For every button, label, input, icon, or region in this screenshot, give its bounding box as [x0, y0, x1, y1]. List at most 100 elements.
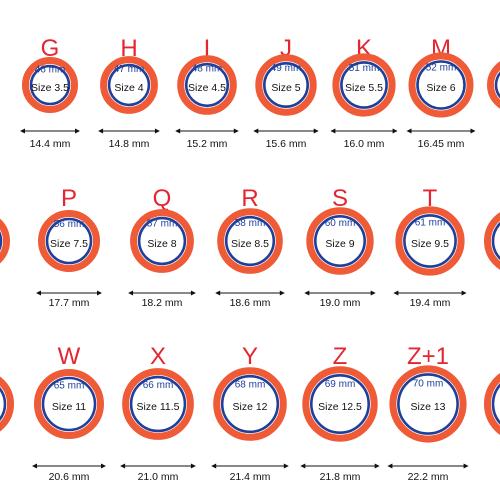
ring-letter-label: H: [120, 35, 137, 62]
arrow-left-icon: [20, 128, 25, 134]
circumference-label: 65 mm: [54, 380, 85, 391]
arrow-right-icon: [190, 463, 196, 469]
ring-outer-band: [22, 57, 78, 113]
size-label: Size 9: [325, 238, 354, 250]
ring-outer-band: [0, 218, 10, 264]
ring-item: Z 69 mm Size 12.5 21.8 mm: [300, 343, 380, 483]
arrow-left-icon: [175, 128, 181, 134]
diameter-label: 22.2 mm: [408, 471, 449, 483]
ring-letter-label: P: [61, 185, 77, 212]
ring-inner-circle: [137, 216, 187, 266]
arrow-left-icon: [36, 290, 41, 296]
arrow-right-icon: [392, 128, 398, 134]
diameter-label: 20.6 mm: [49, 471, 90, 483]
ring-item: G 46 mm Size 3.5 14.4 mm: [20, 35, 80, 150]
arrow-left-icon: [406, 128, 412, 134]
ring-item: Q 57 mm Size 8 18.2 mm: [128, 185, 196, 309]
ring-inner-circle: [107, 63, 151, 107]
ring-outer-band: [389, 365, 467, 443]
ring-outer-band: [34, 369, 104, 439]
circumference-label: 60 mm: [325, 218, 356, 229]
circumference-label: 57 mm: [147, 219, 178, 230]
size-label: Size 13: [410, 401, 445, 413]
ring-letter-label: X: [150, 343, 166, 370]
partial-ring-edge: [484, 373, 500, 435]
ring-inner-circle: [184, 62, 230, 108]
ring-outer-band: [122, 368, 194, 440]
ring-item: P 56 mm Size 7.5 17.7 mm: [36, 185, 102, 309]
ring-inner-circle: [397, 373, 459, 435]
ring-outer-band: [130, 209, 194, 273]
size-label: Size 11: [52, 401, 86, 413]
partial-ring-edge: [484, 212, 500, 270]
ring-outer-band: [332, 53, 396, 117]
ring-inner-circle: [416, 60, 466, 110]
ring-inner-circle: [220, 374, 280, 434]
arrow-right-icon: [370, 290, 376, 296]
arrow-right-icon: [470, 128, 476, 134]
ring-item: I 48 mm Size 4.5 15.2 mm: [175, 35, 239, 150]
arrow-left-icon: [253, 128, 259, 134]
ring-item: S 60 mm Size 9 19.0 mm: [304, 185, 376, 309]
size-label: Size 3.5: [31, 82, 69, 94]
ring-inner-circle: [309, 373, 370, 434]
size-label: Size 6: [426, 82, 455, 94]
ring-item: X 66 mm Size 11.5 21.0 mm: [120, 343, 196, 483]
ring-outer-band: [408, 52, 474, 118]
ring-letter-label: W: [58, 343, 81, 370]
circumference-label: 56 mm: [54, 219, 85, 230]
arrow-right-icon: [101, 463, 106, 469]
arrow-left-icon: [330, 128, 336, 134]
arrow-left-icon: [32, 463, 37, 469]
ring-outer-band: [38, 210, 100, 272]
ring-inner-circle: [340, 61, 388, 109]
diameter-label: 21.8 mm: [320, 471, 361, 483]
diameter-label: 14.8 mm: [109, 138, 150, 150]
arrow-left-icon: [387, 463, 393, 469]
ring-inner-circle: [491, 221, 500, 261]
ring-inner-circle: [29, 64, 71, 106]
arrow-right-icon: [190, 290, 196, 296]
ring-outer-band: [302, 366, 378, 442]
size-label: Size 8: [147, 238, 176, 250]
ring-inner-circle: [313, 215, 366, 268]
partial-ring-edge: [487, 61, 500, 109]
ring-outer-band: [255, 54, 317, 116]
partial-ring-edge: [0, 376, 14, 432]
arrow-left-icon: [128, 290, 134, 296]
size-label: Size 12.5: [318, 401, 362, 413]
arrow-right-icon: [279, 290, 285, 296]
diameter-label: 17.7 mm: [49, 297, 90, 309]
circumference-label: 49 mm: [271, 63, 302, 74]
ring-outer-band: [395, 206, 465, 276]
size-label: Size 7.5: [50, 238, 88, 250]
size-label: Size 12: [232, 401, 267, 413]
ring-item: W 65 mm Size 11 20.6 mm: [32, 343, 106, 483]
size-label: Size 4: [114, 82, 143, 94]
size-label: Size 5: [271, 82, 300, 94]
arrow-right-icon: [97, 290, 102, 296]
ring-inner-circle: [224, 215, 276, 267]
arrow-right-icon: [75, 128, 80, 134]
circumference-label: 52 mm: [426, 62, 457, 73]
partial-ring-edge: [0, 218, 10, 264]
circumference-label: 47 mm: [114, 64, 145, 75]
ring-outer-band: [0, 376, 14, 432]
size-label: Size 8.5: [231, 238, 269, 250]
ring-outer-band: [487, 61, 500, 109]
ring-letter-label: T: [423, 185, 438, 212]
ring-outer-band: [177, 55, 237, 115]
circumference-label: 61 mm: [415, 217, 446, 228]
ring-inner-circle: [41, 376, 97, 432]
ring-outer-band: [217, 208, 283, 274]
ring-item: T 61 mm Size 9.5 19.4 mm: [393, 185, 467, 309]
ring-outer-band: [306, 207, 374, 275]
ring-item: Y 68 mm Size 12 21.4 mm: [211, 343, 289, 483]
ring-letter-label: Y: [242, 343, 258, 370]
ring-inner-circle: [45, 217, 93, 265]
ring-letter-label: Q: [153, 185, 172, 212]
ring-letter-label: G: [41, 35, 60, 62]
